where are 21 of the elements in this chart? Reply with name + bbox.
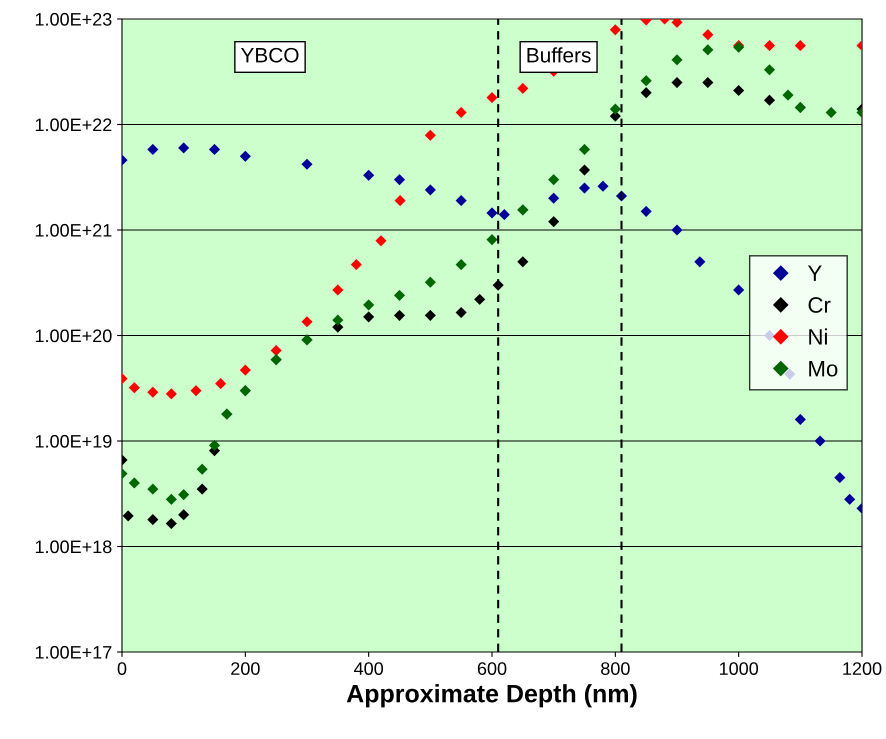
- annotation: Buffers: [527, 47, 591, 63]
- x-tick-label: 1200: [843, 662, 882, 675]
- legend-label: Mo: [809, 361, 838, 377]
- x-tick-label: 600: [478, 662, 506, 675]
- x-axis-title: Approximate Depth (nm): [346, 684, 637, 708]
- y-tick-label: 1.00E+21: [36, 224, 112, 237]
- x-tick-label: 0: [118, 662, 126, 675]
- legend-label: Cr: [808, 297, 831, 313]
- y-tick-label: 1.00E+22: [36, 118, 112, 132]
- x-tick-label: 400: [354, 662, 384, 675]
- x-tick-label: 800: [601, 662, 630, 675]
- y-tick-label: 1.00E+17: [36, 646, 112, 659]
- y-tick-label: 1.00E+18: [36, 540, 112, 554]
- annotation: YBCO: [240, 48, 299, 63]
- y-tick-label: 1.00E+20: [36, 329, 112, 342]
- y-tick-label: 1.00E+19: [36, 434, 112, 448]
- x-tick-label: 200: [231, 662, 260, 675]
- legend-label: Ni: [809, 328, 827, 344]
- y-tick-label: 1.00E+23: [36, 12, 112, 26]
- legend-label: Y: [808, 266, 822, 281]
- x-tick-label: 1000: [720, 662, 758, 675]
